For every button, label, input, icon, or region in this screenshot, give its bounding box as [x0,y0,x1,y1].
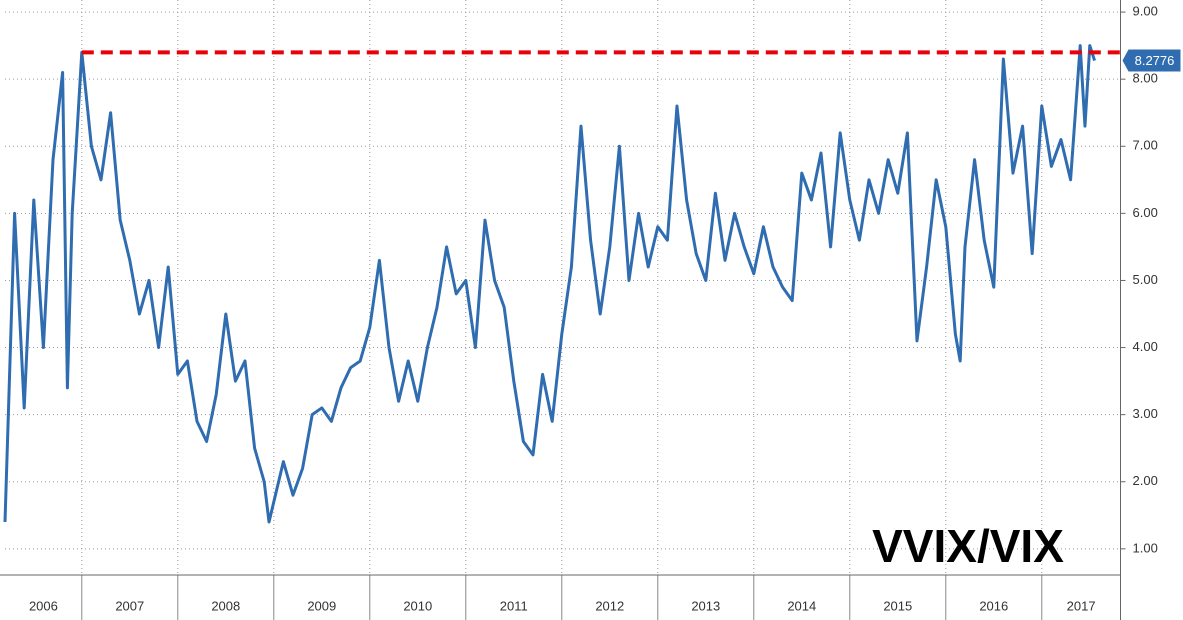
y-tick-label: 2.00 [1133,473,1158,488]
x-tick-label: 2009 [307,598,336,613]
y-tick-label: 4.00 [1133,339,1158,354]
x-tick-label: 2014 [787,598,816,613]
x-tick-label: 2008 [211,598,240,613]
x-tick-label: 2012 [595,598,624,613]
x-tick-label: 2013 [691,598,720,613]
y-tick-label: 6.00 [1133,205,1158,220]
x-tick-label: 2017 [1067,598,1096,613]
x-tick-label: 2015 [883,598,912,613]
y-tick-label: 3.00 [1133,406,1158,421]
x-axis-band [0,575,1121,620]
x-tick-label: 2010 [403,598,432,613]
data-line [3,44,1097,524]
y-tick-label: 9.00 [1133,4,1158,19]
value-label-box [1122,49,1181,72]
value-label: 8.2776 [1135,53,1175,68]
x-tick-label: 2011 [500,598,528,613]
x-tick-label: 2006 [29,598,58,613]
y-tick-label: 8.00 [1133,71,1158,86]
x-tick-label: 2016 [979,598,1008,613]
x-tick-label: 2007 [115,598,144,613]
y-tick-label: 7.00 [1133,138,1158,153]
chart-title: VVIX/VIX [872,520,1064,572]
y-tick-label: 5.00 [1133,272,1158,287]
y-tick-label: 1.00 [1133,540,1158,555]
